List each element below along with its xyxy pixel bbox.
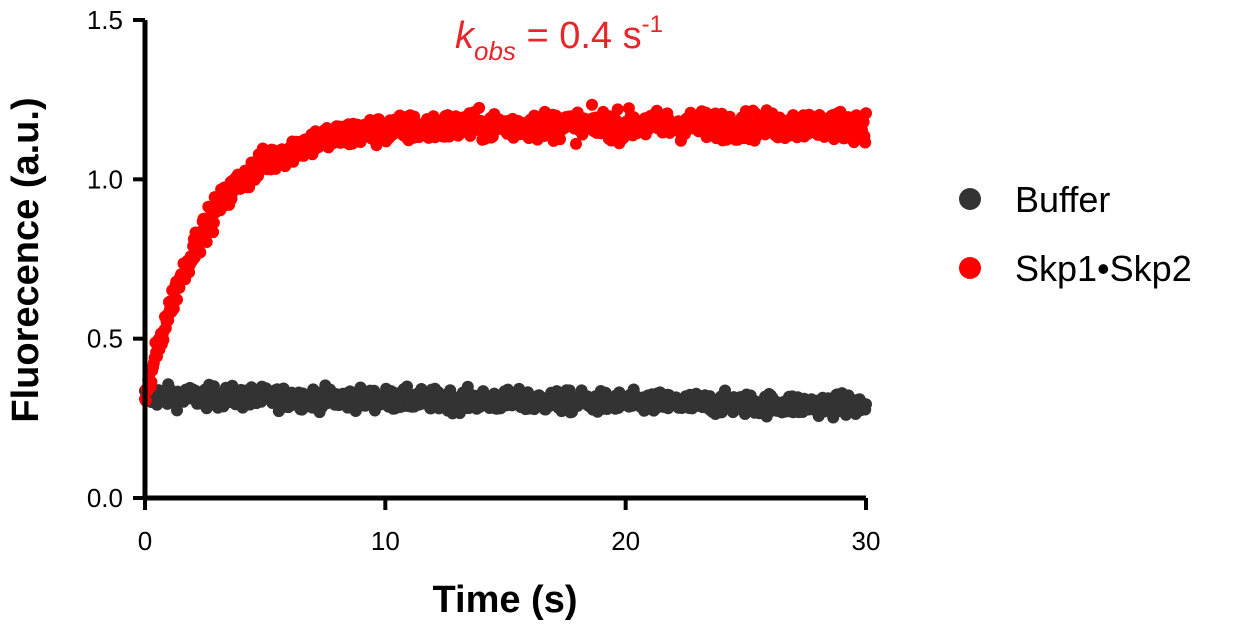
rate-annotation: kobs = 0.4 s-1 [455,11,663,66]
legend-label-buffer: Buffer [1015,179,1110,220]
skp-point [828,133,840,146]
skp-point [157,333,170,346]
skp-point [554,133,566,146]
skp-point [570,137,582,150]
rate-annotation-sub: obs [474,36,516,66]
data-points [139,98,872,424]
x-tick-label: 10 [371,526,400,556]
skp-point [167,302,180,315]
x-tick-label: 20 [611,526,640,556]
buffer-point [719,384,731,397]
y-tick-label: 0.5 [87,324,123,354]
legend-marker-skp [959,257,981,279]
skp-point [700,131,713,144]
legend-marker-buffer [959,188,981,210]
buffer-point [207,380,220,393]
legend: Buffer Skp1•Skp2 [959,179,1192,289]
y-tick-label: 1.5 [87,5,123,35]
skp-point [860,107,872,120]
x-tick-label: 0 [138,526,152,556]
rate-annotation-k: k [455,15,476,57]
skp-point [200,236,213,248]
skp-point [173,281,186,294]
skp-point [194,246,207,259]
skp-point [650,104,663,117]
skp-point [145,375,158,388]
y-tick-label: 1.0 [87,164,123,194]
skp-point [550,109,562,122]
buffer-point [401,380,413,393]
skp-point [207,226,220,239]
skp-point [848,136,860,149]
skp-point [171,293,183,306]
skp-point [473,101,486,114]
skp-point [859,136,872,149]
buffer-point [171,404,183,417]
rate-annotation-eq: = 0.4 s [516,15,642,57]
axis-ticks: 0 10 20 30 0.0 0.5 1.0 1.5 [87,5,881,556]
x-axis-title: Time (s) [432,579,577,621]
buffer-point [860,398,872,411]
skp-point [586,98,598,111]
x-tick-label: 30 [852,526,881,556]
skp-point [207,216,220,229]
rate-annotation-sup: -1 [642,11,663,38]
legend-label-skp: Skp1•Skp2 [1015,248,1192,289]
y-tick-label: 0.0 [87,483,123,513]
y-axis-title: Fluorecence (a.u.) [5,97,47,422]
skp-point [611,103,624,116]
